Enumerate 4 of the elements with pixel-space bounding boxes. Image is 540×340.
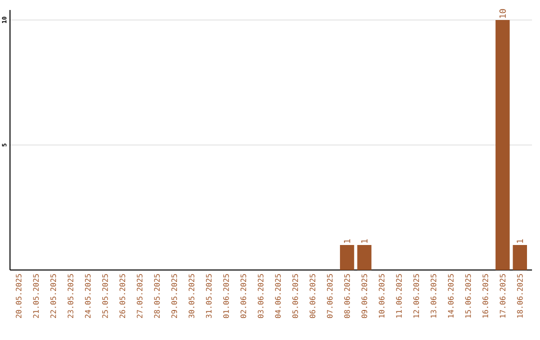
data-label: 1	[516, 239, 523, 243]
data-label: 10	[499, 9, 506, 18]
data-label: 1	[344, 239, 350, 243]
data-label: 1	[361, 239, 368, 243]
